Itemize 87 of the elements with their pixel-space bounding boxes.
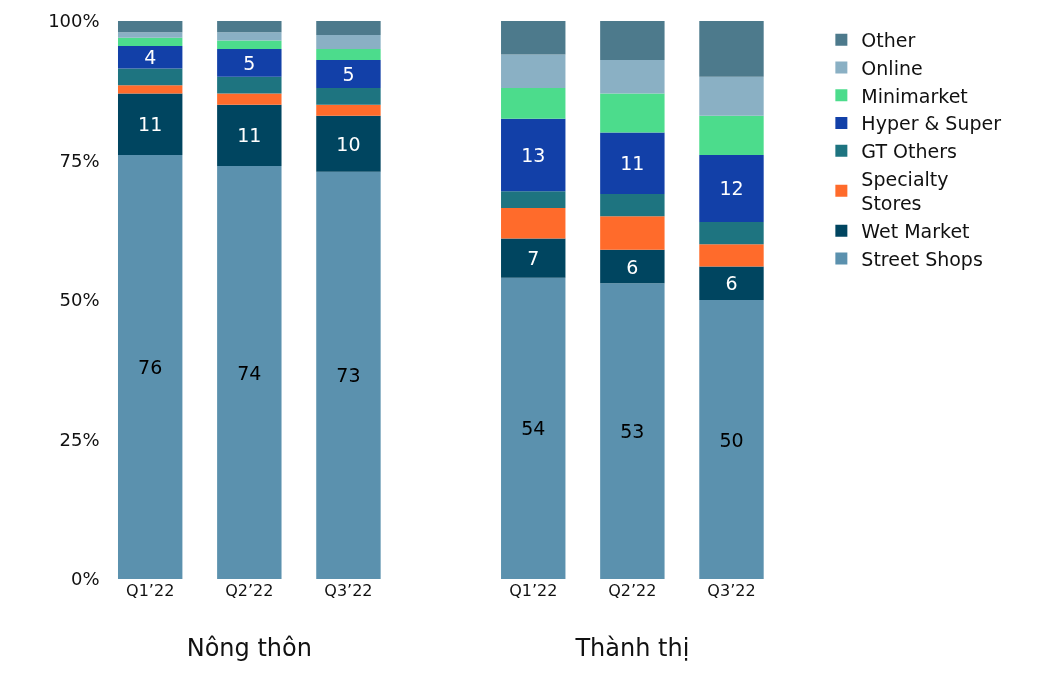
data-label: 6 (626, 255, 639, 278)
legend-label: Online (861, 56, 923, 79)
bar (217, 93, 282, 105)
bar (501, 238, 566, 278)
x-tick-label: Q1’22 (126, 581, 175, 600)
bar (699, 266, 764, 300)
data-label: 53 (620, 420, 645, 443)
bar (217, 40, 282, 49)
bar (117, 21, 183, 33)
bar (501, 54, 566, 88)
data-label: 11 (237, 124, 262, 147)
legend-label: Wet Market (861, 220, 970, 243)
legend-label: Specialty Stores (861, 167, 949, 215)
bar (316, 115, 381, 172)
bar (316, 87, 381, 105)
bar (600, 132, 665, 194)
data-label: 76 (138, 355, 163, 378)
data-label: 13 (521, 143, 546, 166)
y-tick-label: 50% (59, 289, 100, 311)
bar (501, 118, 566, 192)
legend-label: GT Others (861, 140, 957, 163)
x-tick-label: Q1’22 (509, 581, 558, 600)
bar (217, 48, 282, 77)
bar (600, 216, 665, 250)
bar (699, 21, 764, 77)
y-tick-label: 0% (71, 568, 100, 590)
bar (316, 104, 381, 116)
bar (217, 166, 282, 579)
bar (316, 21, 381, 35)
data-label: 11 (138, 113, 163, 136)
y-tick-label: 25% (59, 428, 100, 450)
x-axis-title: Thành thị (574, 634, 690, 663)
bar (316, 171, 381, 579)
data-label: 54 (521, 417, 546, 440)
data-label: 10 (336, 132, 361, 155)
bar (501, 191, 566, 208)
bar (316, 34, 381, 49)
bar (699, 244, 764, 267)
bar (699, 300, 764, 579)
data-label: 4 (144, 46, 157, 69)
data-label: 5 (243, 51, 256, 74)
x-tick-label: Q3’22 (324, 581, 373, 600)
bar (501, 207, 566, 239)
bar (316, 48, 381, 61)
data-label: 73 (336, 364, 361, 387)
bar (501, 277, 566, 579)
bar (117, 93, 183, 155)
legend-label: Hyper & Super (861, 112, 1002, 135)
bar (600, 21, 665, 61)
bar (217, 76, 282, 94)
bar (600, 93, 665, 133)
legend-label: Minimarket (861, 84, 968, 107)
y-tick-label: 75% (59, 149, 100, 171)
data-label: 12 (719, 177, 744, 200)
bar (600, 249, 665, 284)
bar (217, 32, 282, 41)
bar (217, 104, 282, 167)
legend-label: Street Shops (861, 247, 983, 270)
bar (699, 154, 764, 222)
data-label: 6 (725, 272, 738, 295)
bar (316, 60, 381, 88)
x-axis-title: Nông thôn (186, 634, 312, 663)
x-tick-label: Q3’22 (707, 581, 756, 600)
x-tick-label: Q2’22 (225, 581, 274, 600)
data-label: 7 (527, 247, 540, 270)
bar (117, 68, 183, 86)
bar (117, 154, 183, 579)
data-label: 50 (719, 428, 744, 451)
bar (501, 87, 566, 119)
x-tick-label: Q2’22 (608, 581, 657, 600)
bar (600, 193, 665, 217)
bar (699, 221, 764, 245)
data-label: 5 (342, 63, 355, 86)
bar (117, 32, 183, 38)
bar (501, 21, 566, 55)
y-tick-label: 100% (48, 10, 100, 32)
bar (117, 85, 183, 94)
legend-label: Other (861, 29, 916, 52)
data-label: 11 (620, 152, 645, 175)
bar (699, 76, 764, 116)
bar (699, 115, 764, 155)
bar (117, 37, 183, 47)
bar (600, 283, 665, 579)
bar (117, 46, 183, 69)
bar (217, 21, 282, 33)
data-label: 74 (237, 361, 262, 384)
bar (600, 60, 665, 94)
